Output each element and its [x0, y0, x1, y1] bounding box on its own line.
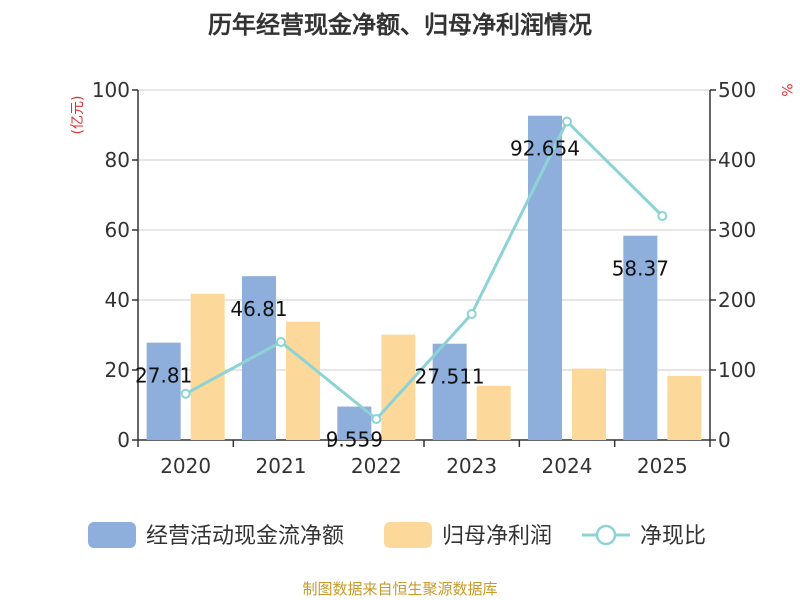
legend-item-net-profit[interactable]: 归母净利润 [384, 522, 552, 549]
x-tick-label: 2023 [446, 454, 497, 478]
bar-cash-flow [432, 343, 467, 440]
left-tick-label: 60 [105, 218, 130, 242]
legend-label: 净现比 [640, 524, 706, 549]
x-tick-label: 2020 [160, 454, 211, 478]
data-label: 27.81 [135, 364, 192, 388]
left-tick-label: 0 [117, 428, 130, 452]
bar-cash-flow [528, 115, 562, 440]
right-tick-label: 200 [718, 288, 756, 312]
right-tick-label: 400 [718, 148, 756, 172]
ratio-point [466, 309, 477, 319]
left-tick-label: 20 [105, 358, 130, 382]
legend-item-cash-flow[interactable]: 经营活动现金流净额 [88, 522, 344, 549]
ratio-point [562, 116, 572, 127]
left-axis-unit: (亿元) [70, 96, 86, 135]
legend-item-ratio[interactable]: 净现比 [582, 524, 706, 549]
data-label: 27.511 [415, 365, 485, 389]
ratio-point [371, 414, 382, 424]
data-label: 92.654 [510, 137, 580, 161]
right-tick-label: 300 [718, 218, 756, 242]
data-label: 58.37 [612, 257, 669, 281]
bar-net-profit [476, 385, 511, 440]
right-axis-unit: % [778, 83, 794, 96]
bar-net-profit [190, 293, 225, 440]
bar-net-profit [572, 368, 606, 440]
left-tick-label: 80 [105, 148, 130, 172]
right-tick-label: 100 [718, 358, 756, 382]
bar-cash-flow [623, 235, 658, 440]
ratio-point [657, 211, 668, 221]
left-tick-label: 40 [105, 288, 130, 312]
data-label: 9.559 [326, 428, 383, 452]
x-tick-label: 2021 [256, 454, 307, 478]
data-label: 46.81 [230, 297, 287, 321]
legend-marker [595, 524, 617, 546]
x-tick-label: 2022 [351, 454, 402, 478]
right-tick-label: 0 [718, 428, 731, 452]
bar-cash-flow [146, 342, 181, 440]
ratio-line [184, 120, 664, 421]
legend-swatch [384, 522, 432, 548]
legend-label: 归母净利润 [442, 524, 552, 549]
bar-net-profit [286, 321, 320, 440]
bar-cash-flow [242, 276, 276, 440]
legend-swatch [88, 522, 136, 548]
right-tick-label: 500 [718, 78, 756, 102]
ratio-point [276, 337, 286, 347]
legend-label: 经营活动现金流净额 [146, 524, 344, 549]
bar-net-profit [667, 375, 702, 440]
data-source: 制图数据来自恒生聚源数据库 [302, 580, 497, 598]
chart-title: 历年经营现金净额、归母净利润情况 [208, 11, 592, 39]
bar-net-profit [381, 334, 416, 440]
ratio-point [180, 388, 191, 399]
left-tick-label: 100 [92, 78, 130, 102]
x-tick-label: 2025 [637, 454, 688, 478]
x-tick-label: 2024 [542, 454, 593, 478]
